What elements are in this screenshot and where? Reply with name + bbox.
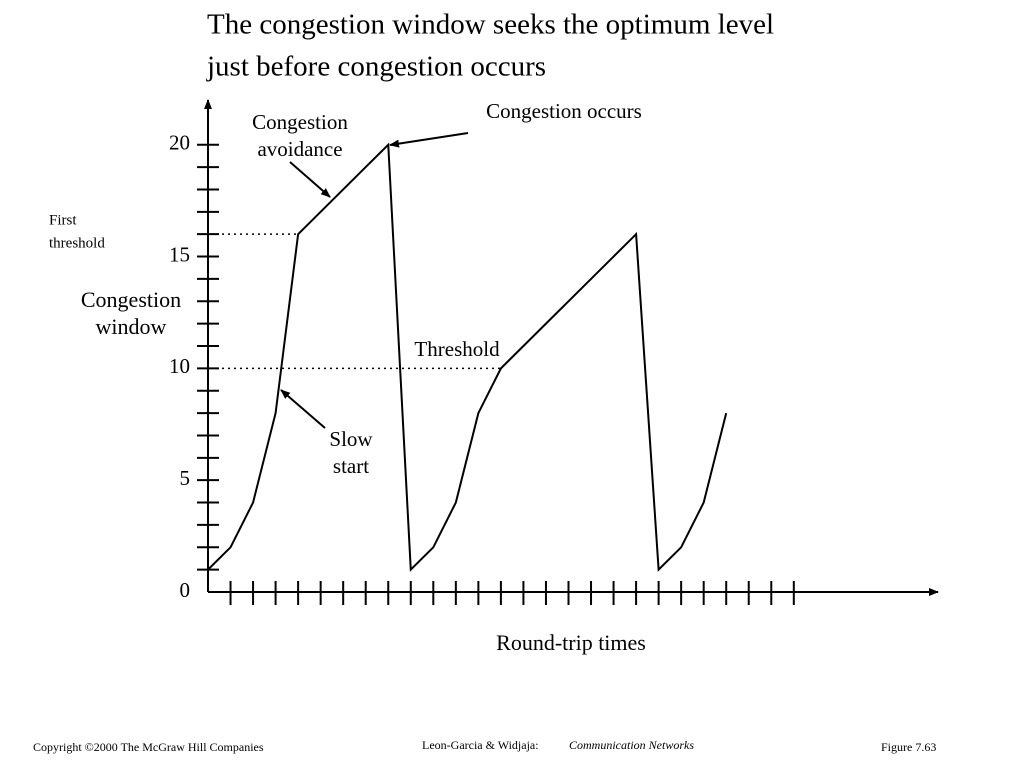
y-tick-label: 20 xyxy=(169,131,190,155)
y-axis-label: Congestion xyxy=(81,287,181,312)
annotation: Slow xyxy=(329,427,373,451)
threshold-label: First xyxy=(49,212,77,228)
annotation-arrow xyxy=(389,132,469,148)
y-tick-label: 5 xyxy=(180,466,191,490)
authors: Leon-Garcia & Widjaja: xyxy=(422,738,539,752)
book: Communication Networks xyxy=(569,738,694,752)
copyright: Copyright ©2000 The McGraw Hill Companie… xyxy=(33,740,264,754)
annotation-arrow xyxy=(289,161,331,198)
y-tick-label: 0 xyxy=(180,578,191,602)
figure-number: Figure 7.63 xyxy=(881,740,936,754)
annotation-arrow xyxy=(280,389,326,429)
title-line: just before congestion occurs xyxy=(206,51,546,83)
threshold-label: threshold xyxy=(49,235,105,251)
y-axis-label: window xyxy=(96,314,167,339)
annotation: Congestion xyxy=(252,110,348,134)
y-tick-label: 15 xyxy=(169,242,190,266)
congestion-window-line xyxy=(207,142,728,572)
title-line: The congestion window seeks the optimum … xyxy=(207,9,774,41)
annotation: avoidance xyxy=(257,137,342,161)
threshold-label: Threshold xyxy=(414,337,500,361)
y-tick-label: 10 xyxy=(169,354,190,378)
annotation: start xyxy=(333,454,369,478)
x-axis-label: Round-trip times xyxy=(496,630,646,655)
annotation: Congestion occurs xyxy=(486,99,642,123)
